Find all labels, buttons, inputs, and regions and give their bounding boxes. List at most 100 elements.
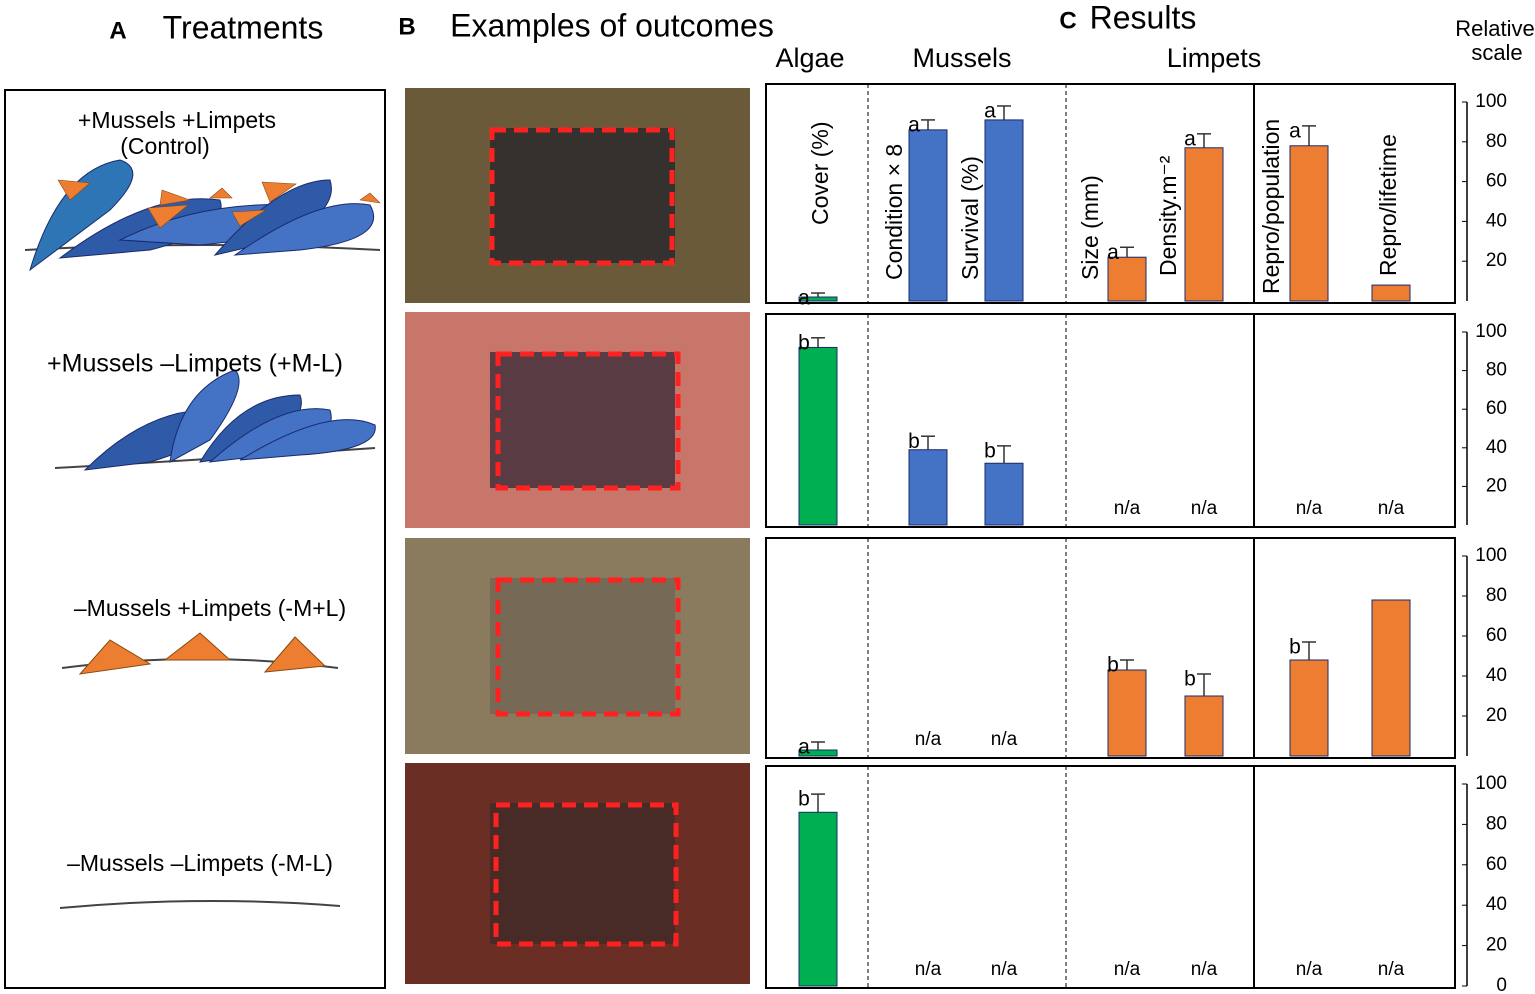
value-label: n/a (915, 729, 942, 750)
chart-frame (765, 83, 1456, 304)
value-label: n/a (991, 729, 1018, 750)
y-tick-label: 60 (1486, 854, 1507, 875)
y-tick-label: 60 (1486, 398, 1507, 419)
limpets-illustration (61, 632, 339, 675)
mussels-illustration (54, 369, 376, 471)
photo-center (490, 352, 675, 488)
y-tick-label: 100 (1475, 545, 1507, 566)
treatment-label: –Mussels –Limpets (-M-L) (67, 850, 333, 876)
significance-letter: b (908, 430, 920, 453)
significance-letter: a (908, 113, 920, 136)
y-tick-label: 20 (1486, 250, 1507, 271)
significance-letter: b (798, 788, 810, 811)
value-label: n/a (1114, 498, 1141, 519)
bar (984, 119, 1024, 302)
category-label: Condition × 8 (881, 144, 907, 280)
control-illustration (24, 159, 381, 272)
treatment-label: +Mussels +Limpets (78, 107, 276, 133)
y-tick-label: 80 (1486, 585, 1507, 606)
bar (984, 462, 1024, 526)
y-tick-label: 40 (1486, 210, 1507, 231)
value-label: n/a (915, 959, 942, 980)
y-tick-label: 80 (1486, 813, 1507, 834)
bar (1107, 256, 1147, 302)
bar (1184, 695, 1224, 757)
axis-title: scale (1471, 40, 1522, 65)
y-tick-label: 60 (1486, 625, 1507, 646)
treatment-label: –Mussels +Limpets (-M+L) (74, 595, 346, 621)
value-label: n/a (1191, 959, 1218, 980)
significance-letter: b (1184, 668, 1196, 691)
y-tick-label: 40 (1486, 437, 1507, 458)
y-tick-label: 20 (1486, 475, 1507, 496)
bar (798, 811, 838, 987)
plot-outline (495, 577, 681, 717)
column-group: Limpets (1167, 43, 1262, 73)
value-label: n/a (1378, 959, 1405, 980)
bare-rock-illustration (59, 899, 341, 909)
y-tick-label: 80 (1486, 360, 1507, 381)
significance-letter: a (984, 100, 996, 123)
y-tick-label: 80 (1486, 131, 1507, 152)
y-tick-label: 20 (1486, 935, 1507, 956)
column-group: Mussels (912, 43, 1011, 73)
value-label: n/a (1296, 498, 1323, 519)
bar (1289, 145, 1329, 302)
axis-title: Relative (1455, 16, 1534, 41)
chart-frame (765, 537, 1456, 759)
y-tick-label: 100 (1475, 91, 1507, 112)
bar (908, 449, 948, 526)
panel-a-frame (4, 89, 386, 989)
significance-letter: a (1184, 127, 1196, 150)
value-label: n/a (1378, 498, 1405, 519)
photo-center (490, 128, 675, 263)
y-tick-label: 100 (1475, 773, 1507, 794)
plot-outline (495, 351, 681, 491)
y-tick-label: 20 (1486, 705, 1507, 726)
bar (1371, 599, 1411, 757)
value-label: n/a (991, 959, 1018, 980)
significance-letter: a (798, 736, 810, 759)
category-label: Repro/population (1258, 119, 1284, 294)
y-tick-label: 40 (1486, 665, 1507, 686)
panel-title: Examples of outcomes (450, 7, 774, 43)
significance-letter: b (1107, 654, 1119, 677)
chart-frame (765, 313, 1456, 528)
bar (1107, 669, 1147, 757)
category-label: Repro/lifetime (1375, 134, 1401, 276)
category-label: Cover (%) (807, 121, 833, 225)
value-label: n/a (1114, 959, 1141, 980)
significance-letter: a (1289, 119, 1301, 142)
category-label: Density.m⁻² (1155, 155, 1181, 276)
panel-title: Treatments (163, 9, 324, 45)
y-tick-label: 0 (1496, 975, 1507, 994)
treatment-label: (Control) (120, 133, 209, 159)
column-group: Algae (775, 43, 844, 73)
photo-center (490, 578, 675, 714)
bar (1371, 284, 1411, 302)
significance-letter: b (1289, 636, 1301, 659)
category-label: Survival (%) (957, 156, 983, 280)
plot-outline (493, 802, 679, 947)
panel-title: Results (1090, 0, 1197, 35)
bar (1184, 147, 1224, 302)
chart-frame (765, 765, 1456, 989)
y-tick-label: 100 (1475, 321, 1507, 342)
plot-outline (489, 127, 675, 266)
value-label: n/a (1296, 959, 1323, 980)
y-tick-label: 40 (1486, 894, 1507, 915)
y-tick-label: 60 (1486, 171, 1507, 192)
bar (798, 346, 838, 526)
bar (908, 129, 948, 302)
significance-letter: b (798, 331, 810, 354)
significance-letter: a (798, 287, 810, 310)
category-label: Size (mm) (1077, 175, 1103, 280)
value-label: n/a (1191, 498, 1218, 519)
significance-letter: b (984, 439, 996, 462)
panel-letter: C (1059, 7, 1076, 34)
treatment-label: +Mussels –Limpets (+M-L) (47, 350, 343, 378)
bar (1289, 659, 1329, 757)
panel-letter: B (398, 13, 415, 40)
panel-letter: A (109, 17, 126, 44)
